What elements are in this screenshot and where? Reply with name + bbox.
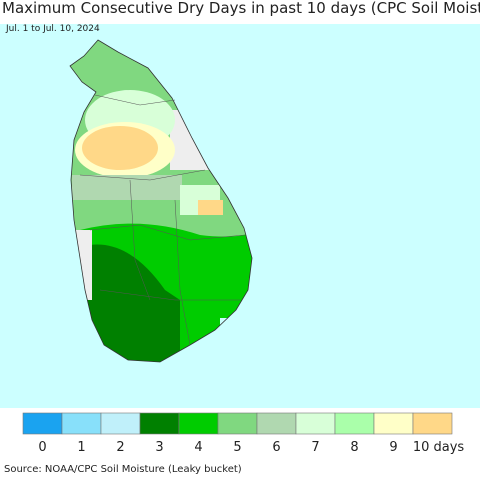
legend-swatch: [217, 412, 258, 435]
legend-swatch: [178, 412, 219, 435]
legend-swatch: [256, 412, 297, 435]
legend-swatch: [61, 412, 102, 435]
legend-label: 7: [311, 440, 319, 455]
source: Source: NOAA/CPC Soil Moisture (Leaky bu…: [4, 464, 242, 475]
legend-label: 3: [155, 440, 163, 455]
legend-swatch: [373, 412, 414, 435]
title: Maximum Consecutive Dry Days in past 10 …: [2, 0, 480, 17]
legend-swatch: [412, 412, 453, 435]
subtitle: Jul. 1 to Jul. 10, 2024: [5, 24, 100, 34]
legend-label: 0: [38, 440, 46, 455]
legend-label: 6: [272, 440, 280, 455]
sea: [0, 24, 480, 408]
legend-label: 5: [233, 440, 241, 455]
legend-swatch: [22, 412, 63, 435]
legend-label: 9: [389, 440, 397, 455]
coastline: [69, 39, 253, 363]
legend-label: 10 days: [413, 440, 465, 455]
district-borders: [79, 94, 246, 346]
legend-swatch: [295, 412, 336, 435]
legend-label: 1: [77, 440, 85, 455]
legend-swatch: [100, 412, 141, 435]
legend-label: 8: [350, 440, 358, 455]
legend-label: 4: [194, 440, 202, 455]
legend-swatch: [334, 412, 375, 435]
legend-label: 2: [116, 440, 124, 455]
legend-swatch: [139, 412, 180, 435]
legend: 0 1 2 3 4 5 6 7 8 9 10 days: [22, 412, 465, 455]
